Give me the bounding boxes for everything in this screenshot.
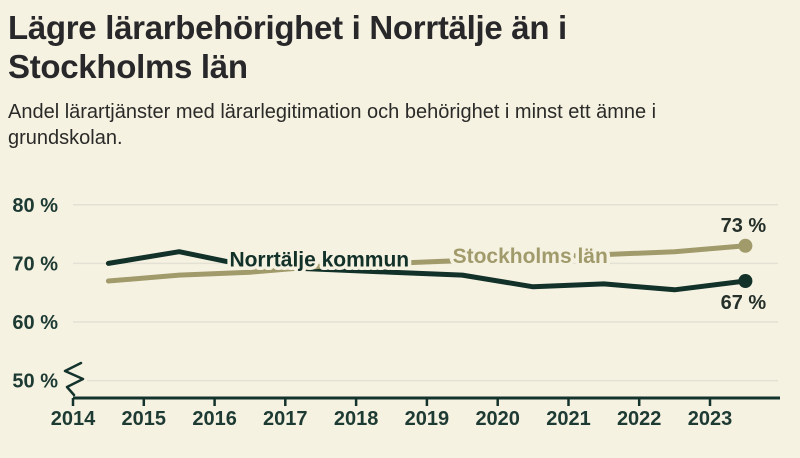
x-tick-label: 2018 [334, 408, 379, 430]
series-end-dot [738, 274, 753, 288]
x-tick-label: 2014 [51, 408, 96, 430]
y-tick-label: 80 % [12, 195, 58, 217]
page-title-line-1: Lägre lärarbehörighet i Norrtälje än i [8, 9, 567, 46]
series-end-value-label: 67 % [721, 292, 767, 314]
series-line [105, 249, 748, 293]
line-chart: 80 % 70 % 60 % 50 % 2014 2015 2016 2017 2018 2019… [12, 195, 780, 430]
series-inline-label: Stockholms län [453, 245, 608, 268]
x-tick-label: 2023 [688, 408, 733, 430]
page-title: Lägre lärarbehörighet i Norrtälje än i S… [8, 8, 800, 86]
y-tick-label: 60 % [12, 312, 58, 334]
chart-description: Andel lärartjänster med lärarlegitimatio… [8, 99, 800, 151]
y-axis-break-icon [63, 361, 85, 397]
x-tick-label: 2016 [192, 408, 237, 430]
line-chart-area: 80 % 70 % 60 % 50 % 2014 2015 2016 2017 2018 2019… [0, 193, 800, 443]
x-tick-label: 2017 [263, 408, 308, 430]
y-tick-label: 50 % [12, 371, 58, 393]
series-end-dot [738, 238, 753, 253]
chart-description-line-1: Andel lärartjänster med lärarlegitimatio… [8, 101, 657, 123]
page-title-line-2: Stockholms län [8, 48, 248, 85]
series-line [105, 243, 748, 284]
chart-description-line-2: grundskolan. [8, 127, 123, 149]
x-tick-label: 2019 [405, 408, 450, 430]
series-end-value-label: 73 % [721, 215, 767, 237]
series-inline-label: Norrtälje kommun [229, 248, 409, 271]
x-tick-label: 2022 [617, 408, 662, 430]
x-tick-label: 2015 [122, 408, 167, 430]
x-tick-label: 2020 [475, 408, 520, 430]
y-tick-label: 70 % [12, 253, 58, 275]
x-tick-label: 2021 [546, 408, 591, 430]
